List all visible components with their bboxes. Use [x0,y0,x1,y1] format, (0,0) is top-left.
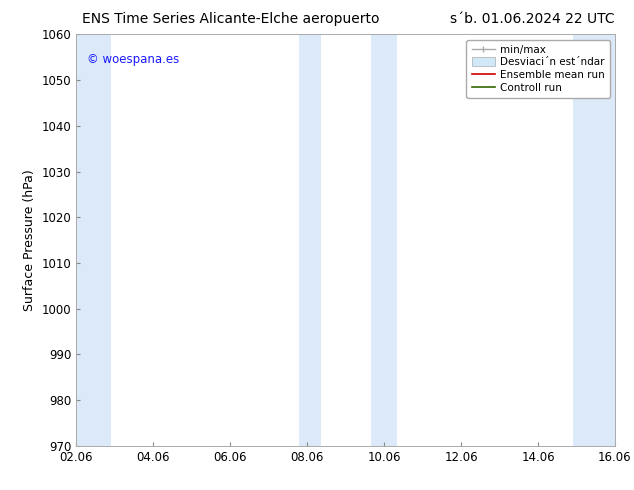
Bar [596,34,615,446]
Text: ENS Time Series Alicante-Elche aeropuerto: ENS Time Series Alicante-Elche aeropuert… [82,12,380,26]
Bar [76,34,111,446]
Text: © woespana.es: © woespana.es [87,53,179,66]
Bar [299,34,321,446]
Bar [573,34,596,446]
Text: s´b. 01.06.2024 22 UTC: s´b. 01.06.2024 22 UTC [450,12,615,26]
Legend: min/max, Desviaci´n est´ndar, Ensemble mean run, Controll run: min/max, Desviaci´n est´ndar, Ensemble m… [467,40,610,98]
Y-axis label: Surface Pressure (hPa): Surface Pressure (hPa) [23,169,36,311]
Bar [370,34,398,446]
